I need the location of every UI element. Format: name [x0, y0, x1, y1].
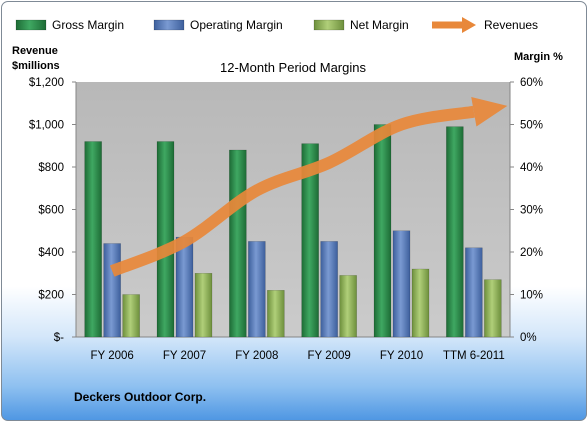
x-tick-label: TTM 6-2011 [443, 350, 505, 362]
bar-operating-margin-fy-2010 [392, 230, 411, 338]
legend: Gross Margin Operating Margin Net Margin Re… [15, 17, 538, 33]
legend-swatch-operating-margin [153, 19, 185, 31]
bar-gross-margin-ttm-6-2011 [446, 126, 464, 338]
legend-swatch-arrow [462, 17, 476, 33]
right-tick-label: 30% [520, 205, 543, 217]
right-tick-label: 10% [520, 290, 543, 302]
right-tick-label: 60% [520, 77, 543, 89]
bar-gross-margin-fy-2006 [84, 141, 102, 338]
bar-net-margin-fy-2008 [267, 290, 285, 338]
right-tick-label: 50% [520, 120, 543, 132]
right-tick-label: 0% [520, 332, 537, 344]
legend-label-revenues: Revenues [484, 18, 538, 32]
left-tick-label: $- [54, 332, 64, 344]
bar-net-margin-fy-2010 [411, 268, 430, 338]
legend-swatch-gross-margin [15, 19, 47, 31]
bar-operating-margin-ttm-6-2011 [465, 247, 483, 338]
bar-gross-margin-fy-2009 [301, 143, 319, 338]
legend-swatch-net-margin [313, 19, 345, 31]
revenue-line-path [109, 105, 475, 277]
left-axis-label-line1: Revenue [12, 45, 58, 57]
x-tick-label: FY 2006 [91, 350, 134, 362]
bar-operating-margin-fy-2006 [103, 243, 121, 338]
bar-net-margin-ttm-6-2011 [484, 279, 502, 338]
left-axis-label-line2: $millions [12, 60, 60, 72]
chart-title: 12-Month Period Margins [220, 60, 366, 75]
right-tick-label: 40% [520, 162, 543, 174]
x-tick-label: FY 2007 [163, 350, 206, 362]
legend-label-gross-margin: Gross Margin [52, 18, 124, 32]
left-tick-label: $600 [38, 205, 64, 217]
bar-net-margin-fy-2007 [194, 273, 213, 338]
left-tick-label: $1,200 [29, 77, 64, 89]
bar-operating-margin-fy-2008 [248, 241, 266, 338]
legend-label-operating-margin: Operating Margin [190, 18, 283, 32]
axes: $- $200 $400 $600 $800 $1,000 $1,200 0% 10% 20% 30… [29, 77, 543, 362]
bar-net-margin-fy-2006 [122, 294, 140, 338]
company-name: Deckers Outdoor Corp. [74, 390, 206, 404]
left-tick-label: $1,000 [29, 120, 64, 132]
right-axis-label: Margin % [514, 51, 563, 63]
bar-gross-margin-fy-2010 [373, 124, 392, 338]
revenue-line [109, 96, 508, 277]
plot-area [76, 82, 510, 337]
x-tick-label: FY 2009 [308, 350, 351, 362]
revenue-arrowhead [471, 96, 508, 127]
bar-gross-margin-fy-2008 [229, 149, 247, 338]
left-tick-label: $400 [38, 247, 64, 259]
bar-operating-margin-fy-2009 [320, 241, 338, 338]
x-tick-label: FY 2008 [235, 350, 278, 362]
left-tick-label: $800 [38, 162, 64, 174]
legend-label-net-margin: Net Margin [350, 18, 409, 32]
bars [84, 124, 502, 338]
left-tick-label: $200 [38, 290, 64, 302]
bar-operating-margin-fy-2007 [175, 236, 194, 338]
bar-net-margin-fy-2009 [339, 275, 357, 338]
x-tick-label: FY 2010 [380, 350, 423, 362]
right-tick-label: 20% [520, 247, 543, 259]
bar-gross-margin-fy-2007 [156, 141, 175, 338]
